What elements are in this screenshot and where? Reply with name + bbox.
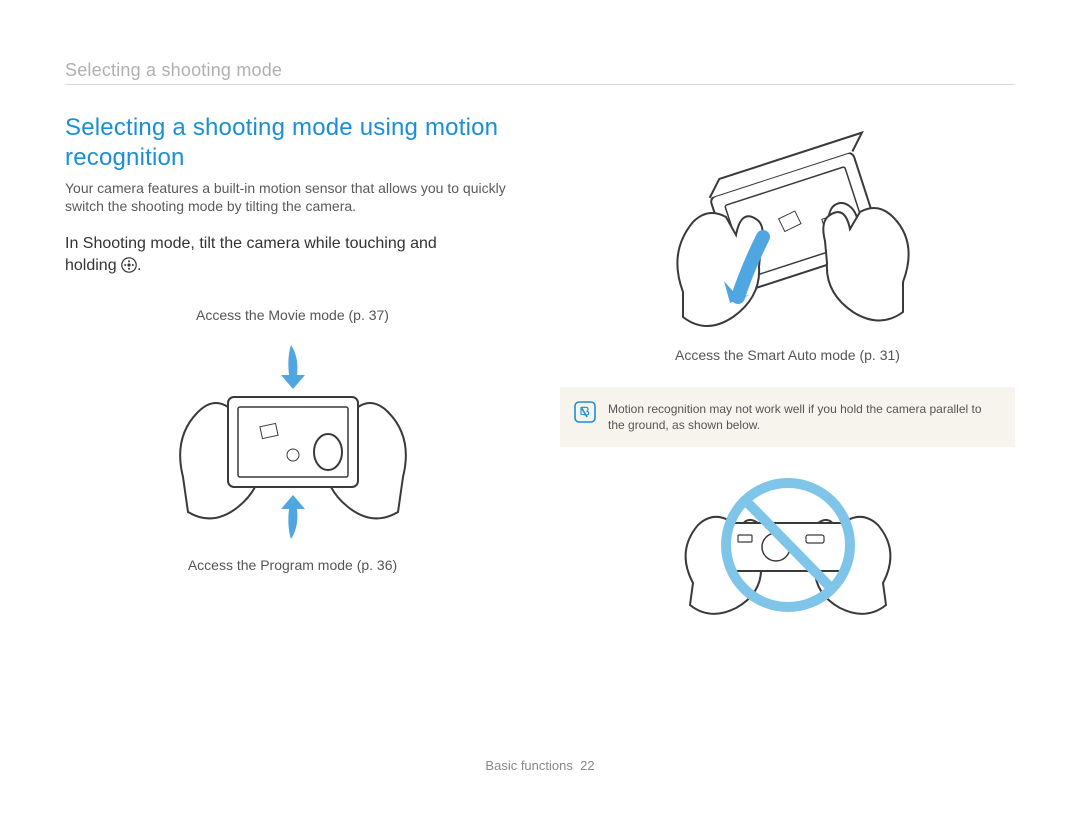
caption-smart-auto: Access the Smart Auto mode (p. 31)	[560, 347, 1015, 363]
header-rule	[65, 84, 1015, 85]
caption-movie-mode: Access the Movie mode (p. 37)	[65, 307, 520, 323]
instruction-line-2-prefix: holding	[65, 257, 121, 274]
footer-page-number: 22	[580, 758, 594, 773]
intro-paragraph: Your camera features a built-in motion s…	[65, 179, 520, 215]
note-text: Motion recognition may not work well if …	[608, 401, 997, 433]
mode-selector-icon	[121, 257, 137, 273]
illustration-parallel-prohibited	[560, 453, 1015, 623]
right-column: Access the Smart Auto mode (p. 31) Motio…	[560, 113, 1015, 623]
instruction-line-2-suffix: .	[137, 257, 141, 274]
instruction-line-1: In Shooting mode, tilt the camera while …	[65, 235, 437, 252]
content-columns: Selecting a shooting mode using motion r…	[65, 113, 1015, 623]
page-footer: Basic functions 22	[0, 758, 1080, 773]
caption-program-mode: Access the Program mode (p. 36)	[65, 557, 520, 573]
page-header: Selecting a shooting mode	[65, 60, 1015, 81]
illustration-tilt-vertical	[65, 327, 520, 547]
document-page: Selecting a shooting mode Selecting a sh…	[0, 0, 1080, 815]
instruction-text: In Shooting mode, tilt the camera while …	[65, 233, 520, 277]
footer-section-label: Basic functions	[485, 758, 572, 773]
illustration-tilt-side	[560, 117, 1015, 347]
note-icon	[574, 401, 596, 423]
left-column: Selecting a shooting mode using motion r…	[65, 113, 520, 623]
section-heading: Selecting a shooting mode using motion r…	[65, 113, 520, 173]
note-box: Motion recognition may not work well if …	[560, 387, 1015, 447]
